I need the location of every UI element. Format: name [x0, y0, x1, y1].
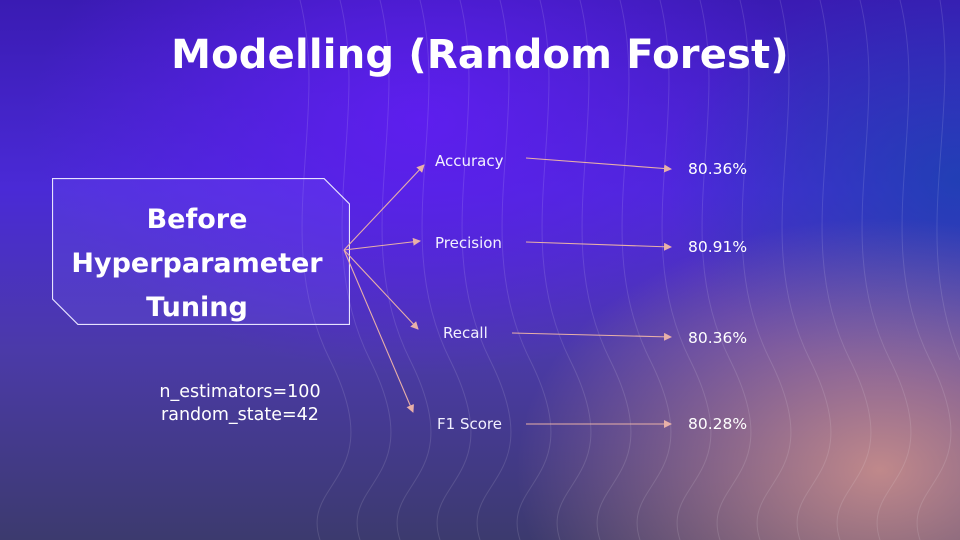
- box-line-2: Hyperparameter: [71, 248, 323, 279]
- box-line-3: Tuning: [146, 292, 248, 323]
- metric-value-recall: 80.36%: [688, 329, 748, 347]
- arrow-precision-value: [525, 241, 672, 251]
- box-line-1: Before: [146, 204, 248, 235]
- box-label: Before Hyperparameter Tuning: [52, 198, 342, 330]
- arrow-to-recall: [343, 249, 419, 330]
- slide-title: Modelling (Random Forest): [171, 32, 789, 78]
- arrow-accuracy-value: [525, 157, 672, 173]
- metric-value-accuracy: 80.36%: [688, 160, 748, 178]
- param-random-state: random_state=42: [161, 405, 319, 425]
- hyperparameters-text: n_estimators=100 random_state=42: [140, 381, 340, 427]
- metric-value-f1-score: 80.28%: [688, 415, 748, 433]
- arrow-to-precision: [343, 237, 421, 251]
- metric-label-precision: Precision: [435, 234, 502, 252]
- arrow-to-accuracy: [343, 164, 425, 251]
- metric-label-f1-score: F1 Score: [437, 415, 502, 433]
- metric-value-precision: 80.91%: [688, 238, 748, 256]
- metric-label-accuracy: Accuracy: [435, 152, 504, 170]
- param-n-estimators: n_estimators=100: [159, 382, 321, 402]
- metric-label-recall: Recall: [443, 324, 488, 342]
- before-tuning-box: Before Hyperparameter Tuning: [52, 178, 350, 325]
- arrow-recall-value: [511, 332, 672, 341]
- box-outline: [52, 178, 350, 325]
- arrow-to-f1: [343, 249, 414, 413]
